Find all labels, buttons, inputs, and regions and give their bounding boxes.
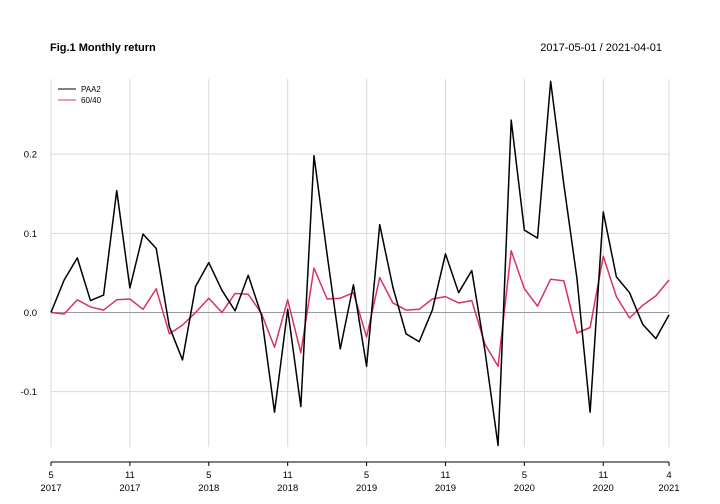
x-tick-label-year: 2020: [593, 483, 614, 494]
y-tick-label: 0.1: [24, 229, 37, 240]
series-line-paa2: [50, 80, 670, 447]
x-tick-label-month: 5: [206, 470, 211, 481]
x-tick-label-year: 2017: [119, 483, 140, 494]
x-tick-label-month: 5: [48, 470, 53, 481]
x-tick-label-year: 2021: [658, 483, 679, 494]
y-tick-label: 0.2: [24, 150, 37, 161]
x-tick-label-month: 11: [283, 470, 293, 481]
y-axis-labels: -0.1 0.0 0.1 0.2: [21, 150, 37, 398]
x-tick-label-month: 4: [666, 470, 671, 481]
x-tick-label-year: 2019: [356, 483, 377, 494]
series-line-60-40: [50, 249, 670, 368]
x-tick-label-year: 2017: [40, 483, 61, 494]
chart-title: Fig.1 Monthly return: [50, 42, 156, 54]
x-axis: 5 2017 11 2017 5 2018 11 2018 5 2019 11 2019 5 2020 11…: [40, 461, 680, 494]
x-tick-label-year: 2020: [514, 483, 535, 494]
series-lines: [50, 80, 670, 447]
legend-label: PAA2: [81, 85, 101, 94]
x-tick-label-year: 2019: [435, 483, 456, 494]
x-tick-label-month: 5: [364, 470, 369, 481]
legend: PAA2 60/40: [58, 85, 102, 105]
legend-label: 60/40: [81, 96, 102, 105]
x-tick-label-month: 11: [125, 470, 135, 481]
y-tick-label: 0.0: [24, 308, 37, 319]
x-tick-label-year: 2018: [277, 483, 298, 494]
date-range-label: 2017-05-01 / 2021-04-01: [540, 42, 662, 54]
x-tick-label-month: 11: [441, 470, 451, 481]
grid-lines: [50, 79, 670, 447]
x-tick-label-year: 2018: [198, 483, 219, 494]
x-tick-label-month: 11: [598, 470, 608, 481]
x-tick-label-month: 5: [522, 470, 527, 481]
y-tick-label: -0.1: [21, 387, 37, 398]
